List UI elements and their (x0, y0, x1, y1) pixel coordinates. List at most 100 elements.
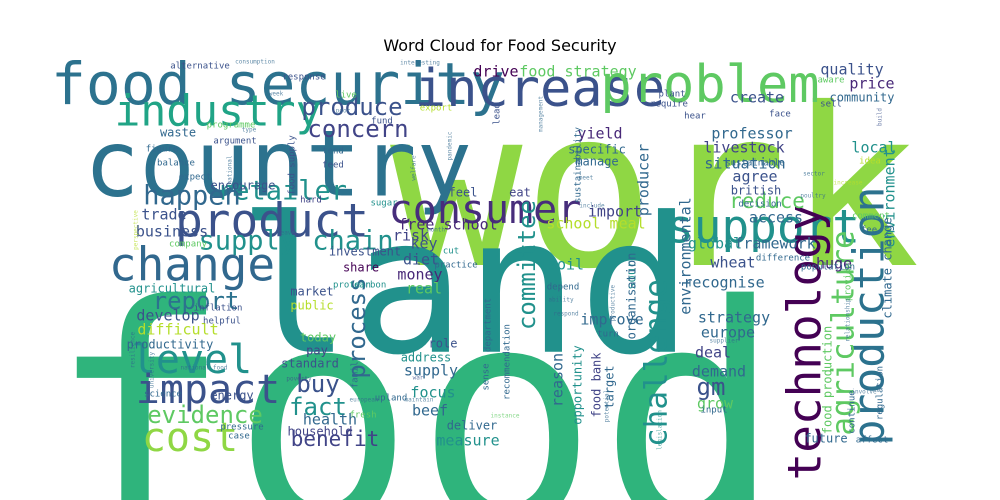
word-alternative: alternative (170, 62, 230, 72)
word-science: science (144, 390, 182, 400)
word-framework: framework (734, 235, 815, 253)
word-opportunity: opportunity (571, 345, 585, 424)
word-cut: cut (443, 247, 459, 257)
word-producer: producer (635, 144, 653, 216)
chart-title: Word Cloud for Food Security (383, 36, 617, 55)
word-welfare: welfare (411, 155, 418, 181)
word-encourage: encourage (210, 179, 275, 193)
word-wheat: wheat (710, 254, 755, 272)
word-perspective: perspective (133, 210, 140, 250)
word-helpful: helpful (203, 317, 241, 327)
word-involve: involve (851, 389, 877, 396)
word-tend: tend (322, 147, 344, 157)
word-today: today (300, 331, 336, 345)
word-department: department (484, 298, 494, 352)
word-ability: ability (548, 297, 574, 304)
word-produce: produce (301, 93, 402, 121)
word-company: company (169, 240, 208, 250)
word-poor: poor (336, 108, 351, 115)
word-household: household (287, 425, 352, 439)
word-response: response (282, 73, 325, 83)
word-industry: industry (114, 87, 321, 137)
word-production: production (845, 187, 895, 446)
word-technology: technology (778, 204, 832, 481)
word-deliver: deliver (447, 419, 498, 433)
word-improve: improve (580, 311, 643, 329)
word-lead: lead (493, 103, 503, 125)
word-argument: argument (213, 137, 256, 147)
word-carbon: carbon (354, 281, 387, 291)
word-manage: manage (575, 155, 618, 169)
word-global: global (688, 235, 742, 253)
word-figure: figure (146, 145, 179, 155)
word-yield: yield (577, 125, 622, 143)
word-climate-change: climate change (881, 217, 895, 318)
word-resilience: resilience (130, 332, 137, 369)
word-future: future (804, 432, 847, 446)
word-address: address (401, 351, 452, 365)
word-supplier: supplier (710, 338, 739, 345)
word-increase-2: increase (834, 180, 863, 187)
word-environment: environment (881, 148, 899, 247)
word-drive: drive (473, 63, 518, 81)
word-meet: meet (579, 175, 594, 182)
word-increase: increase (415, 59, 665, 119)
word-gm: gm (697, 373, 726, 401)
word-pay: pay (306, 344, 328, 358)
word-maintain: maintain (405, 397, 434, 404)
word-school-meal: school meal (546, 215, 645, 233)
word-demand: demand (692, 363, 746, 381)
word-pandemic: pandemic (447, 131, 454, 160)
word-happen: happen (143, 181, 241, 212)
word-plant: plant (658, 90, 685, 100)
word-benefit: benefit (291, 427, 380, 451)
word-livestock: livestock (703, 139, 784, 157)
word-real: real (406, 280, 442, 298)
word-organisation: organisation (625, 253, 639, 340)
word-product: product (175, 194, 369, 248)
word-case: case (228, 432, 250, 442)
word-potential: potential (604, 389, 611, 422)
word-report: report (153, 287, 240, 315)
word-sustainability: sustainability (574, 126, 584, 202)
word-sector: sector (803, 171, 825, 178)
word-create: create (730, 89, 784, 107)
word-upland: upland (375, 394, 408, 404)
word-food: food (48, 240, 783, 500)
word-price: price (849, 75, 894, 93)
word-develop: develop (136, 307, 199, 325)
word-work: work (390, 61, 920, 317)
word-supply-chain: supply chain (198, 226, 393, 257)
word-british: british (731, 184, 782, 198)
word-turn: turn (597, 330, 619, 340)
word-reduce: reduce (729, 189, 805, 213)
word-build: build (877, 108, 884, 126)
word-protein: protein (333, 281, 371, 291)
word-pressure: pressure (220, 423, 263, 433)
word-access: access (749, 209, 803, 227)
word-business: business (136, 223, 208, 241)
word-regulation: regulation (876, 366, 886, 420)
word-country: country (84, 110, 472, 217)
word-measure: measure (436, 432, 499, 450)
word-impact: impact (136, 367, 281, 413)
word-evidence: evidence (147, 401, 263, 429)
word-grow: grow (697, 395, 734, 413)
word-continue: continue (848, 390, 858, 433)
word-fee: fee (861, 226, 877, 236)
word-key: key (410, 235, 437, 253)
word-agriculture: agriculture (826, 230, 862, 435)
word-retailer: retailer (217, 176, 347, 207)
word-food-security: food security (51, 50, 505, 118)
word-provide: provide (844, 263, 854, 301)
word-standard: standard (281, 357, 339, 371)
word-fund: fund (371, 117, 393, 127)
word-specific: specific (568, 143, 626, 157)
word-national: national (227, 155, 234, 184)
word-sustainable: sustainable (725, 159, 785, 169)
word-health: health (303, 411, 357, 429)
word-agree: agree (732, 168, 777, 186)
word-target: target (603, 365, 617, 408)
word-interesting: interesting (400, 60, 440, 67)
